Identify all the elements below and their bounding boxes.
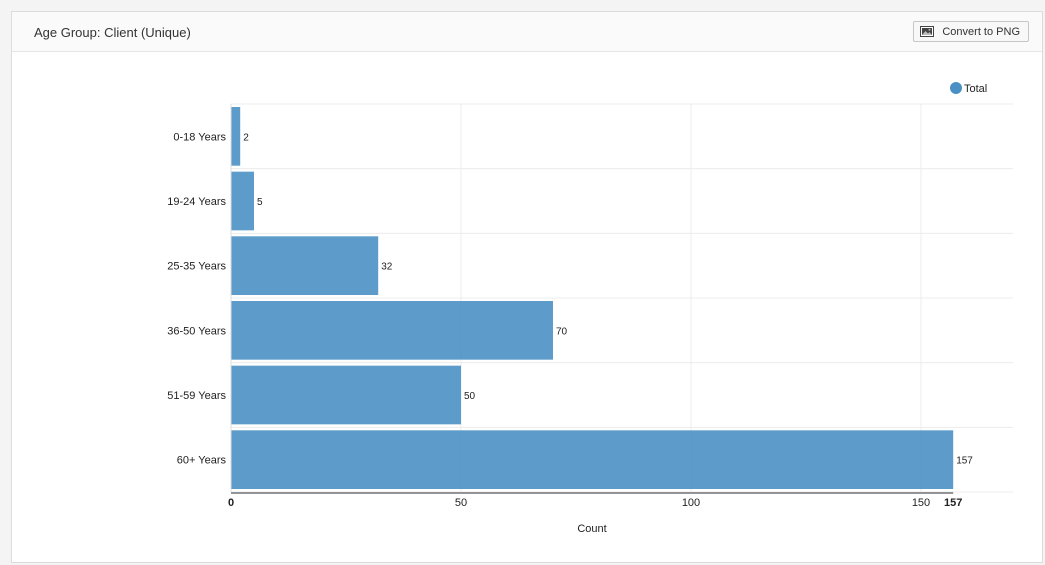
category-label: 51-59 Years <box>167 390 226 402</box>
data-label: 157 <box>956 456 973 467</box>
bar <box>231 171 254 231</box>
x-axis: 0 50 100 150 157 Count <box>228 104 962 535</box>
category-label: 0-18 Years <box>173 131 226 143</box>
x-axis-title: Count <box>577 523 606 535</box>
category-label: 25-35 Years <box>167 261 226 273</box>
bar <box>231 430 954 489</box>
image-icon <box>920 26 935 37</box>
category-label: 60+ Years <box>177 455 227 467</box>
convert-to-png-button[interactable]: Convert to PNG <box>913 21 1029 42</box>
labels: 0-18 Years 2 19-24 Years 5 25-35 Years 32 36-5… <box>167 131 973 466</box>
data-label: 32 <box>381 262 393 273</box>
bar <box>231 107 241 166</box>
category-label: 19-24 Years <box>167 196 226 208</box>
convert-to-png-label: Convert to PNG <box>942 25 1020 38</box>
bars <box>231 107 954 489</box>
category-label: 36-50 Years <box>167 325 226 337</box>
data-label: 70 <box>556 326 568 337</box>
legend: Total <box>950 82 987 95</box>
x-tick-label: 0 <box>228 497 234 509</box>
legend-label: Total <box>964 83 987 95</box>
x-tick-label: 100 <box>682 497 700 509</box>
bar <box>231 301 553 360</box>
grid-lines <box>231 103 1013 493</box>
bar-chart: 0-18 Years 2 19-24 Years 5 25-35 Years 32 36-5… <box>167 82 1013 535</box>
x-tick-label: 150 <box>912 497 930 509</box>
x-tick-label: 50 <box>455 497 467 509</box>
bar <box>231 236 379 295</box>
panel-title: Age Group: Client (Unique) <box>34 25 191 40</box>
data-label: 2 <box>243 132 249 143</box>
legend-swatch <box>950 82 962 94</box>
x-max-marker-label: 157 <box>944 497 962 509</box>
panel-header: Age Group: Client (Unique) Convert to PN… <box>12 12 1042 52</box>
bar <box>231 365 461 425</box>
data-label: 50 <box>464 391 476 402</box>
chart-panel: Age Group: Client (Unique) Convert to PN… <box>11 11 1043 563</box>
data-label: 5 <box>257 197 263 208</box>
